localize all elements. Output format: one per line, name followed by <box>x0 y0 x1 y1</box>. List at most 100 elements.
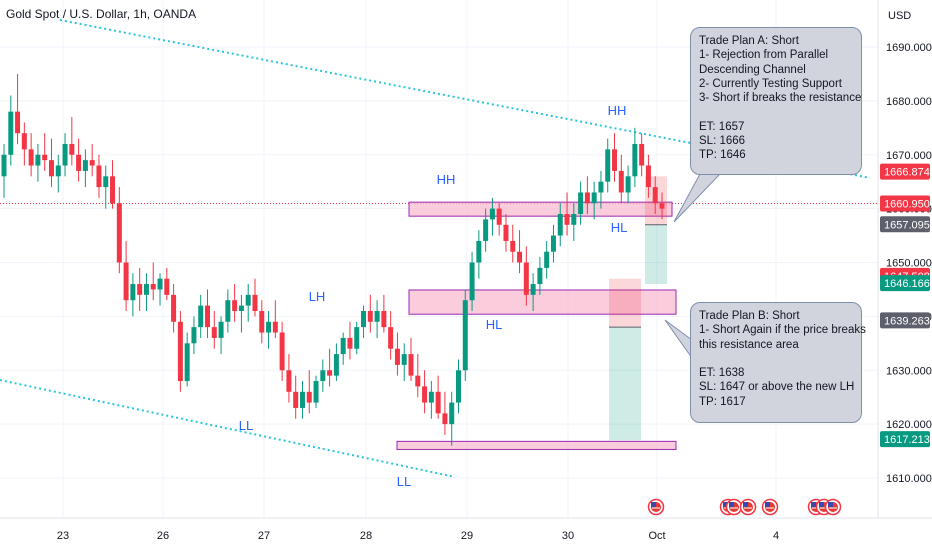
candle-body <box>48 160 54 177</box>
candle-body <box>652 187 658 204</box>
y-tick-label: 1680.000 <box>886 96 932 108</box>
candle-body <box>449 402 455 425</box>
candle-body <box>177 321 183 382</box>
candle-body <box>598 181 604 193</box>
candle-body <box>171 294 177 322</box>
us-event-flag-icon[interactable] <box>761 498 779 516</box>
y-tick-label: 1610.000 <box>886 473 932 485</box>
price-label: 1639.263 <box>884 315 930 327</box>
resistance-zone-middle <box>408 289 677 315</box>
candle-body <box>69 143 75 155</box>
trade-plan-b-line: TP: 1617 <box>699 395 746 408</box>
candle-body <box>639 143 645 166</box>
candle-body <box>435 391 441 414</box>
candle-body <box>340 337 346 355</box>
trade-plan-a-note[interactable]: Trade Plan A: Short 1- Rejection from Par… <box>690 27 862 175</box>
flag-canton <box>765 502 770 507</box>
candle-body <box>381 310 387 328</box>
price-label: 1617.213 <box>884 434 930 446</box>
candle-body <box>578 192 584 215</box>
candle-body <box>550 235 556 252</box>
x-tick-label: 28 <box>360 530 372 542</box>
annotation-ll: LL <box>397 474 411 489</box>
candle-body <box>354 327 360 349</box>
candle-body <box>571 214 577 225</box>
trade-plan-a-line: 1- Rejection from Parallel <box>699 49 829 62</box>
trade-plan-b-line: Trade Plan B: Short <box>699 310 800 322</box>
candle-body <box>517 251 523 263</box>
flag-canton <box>743 502 748 507</box>
candle-body <box>612 149 618 171</box>
candle-body <box>327 370 333 376</box>
candle-body <box>266 321 272 333</box>
us-event-flag-icon[interactable] <box>647 498 665 516</box>
low-line-zone <box>396 440 677 450</box>
candle-body <box>408 354 414 376</box>
candle-body <box>225 300 231 322</box>
candle-body <box>286 370 292 392</box>
candle-body <box>55 165 61 177</box>
trade-plan-b-position-stop-area <box>609 278 641 328</box>
trade-plan-a-line: Descending Channel <box>699 63 806 76</box>
x-tick-label: 29 <box>461 530 473 542</box>
x-tick-label: 30 <box>562 530 574 542</box>
candle-body <box>476 240 482 263</box>
candle-body <box>198 305 204 328</box>
chart-title: Gold Spot / U.S. Dollar, 1h, OANDA <box>6 7 197 21</box>
candle-body <box>625 176 631 193</box>
candle-body <box>8 111 14 155</box>
x-tick-label: 26 <box>157 530 169 542</box>
candle-body <box>394 348 400 365</box>
x-tick-label: Oct <box>648 530 665 542</box>
flag-canton <box>811 502 816 507</box>
candle-body <box>367 310 373 322</box>
price-label: 1666.874 <box>884 167 930 179</box>
price-label: 1660.950 <box>884 199 930 211</box>
candle-body <box>632 143 638 177</box>
trade-plan-a-line: Trade Plan A: Short <box>699 35 799 47</box>
trade-plan-a-line: 3- Short if breaks the resistance <box>699 92 862 105</box>
candle-body <box>347 337 353 349</box>
flag-canton <box>723 502 728 507</box>
candle-body <box>42 154 48 161</box>
candle-body <box>184 343 190 382</box>
candle-body <box>62 143 68 166</box>
candle-body <box>96 165 102 188</box>
candle-body <box>293 391 299 408</box>
candle-body <box>388 327 394 349</box>
trade-plan-b-position-target-area <box>609 327 641 441</box>
price-label: 1646.166 <box>884 278 930 290</box>
trade-plan-b-line: 1- Short Again if the price breaks <box>699 324 866 337</box>
trade-plan-a-position-target-area <box>645 224 667 285</box>
candle-body <box>422 386 428 403</box>
candle-body <box>21 133 27 150</box>
candle-body <box>150 284 156 290</box>
candle-body <box>557 214 563 236</box>
candle-body <box>374 310 380 322</box>
price-label-box <box>880 312 930 329</box>
us-event-flag-icon[interactable] <box>725 498 743 516</box>
annotation-hh: HH <box>608 103 627 118</box>
candle-body <box>191 327 197 344</box>
y-tick-label: 1620.000 <box>886 419 932 431</box>
candle-body <box>279 332 285 371</box>
us-event-flag-icon[interactable] <box>739 498 757 516</box>
candle-body <box>333 354 339 376</box>
candle-body <box>205 305 211 328</box>
candle-body <box>299 391 305 408</box>
currency-label: USD <box>888 10 911 22</box>
candle-body <box>483 219 489 241</box>
trade-plan-a-line: TP: 1646 <box>699 149 746 162</box>
y-tick-label: 1630.000 <box>886 365 932 377</box>
candle-body <box>415 375 421 387</box>
candle-body <box>76 154 82 171</box>
candle-body <box>1 154 7 177</box>
trade-plan-b-note[interactable]: Trade Plan B: Short 1- Short Again if the… <box>690 302 866 423</box>
candle-body <box>442 413 448 425</box>
candle-body <box>496 208 502 225</box>
us-event-flag-icon[interactable] <box>824 498 842 516</box>
candle-body <box>35 154 41 166</box>
trade-plan-a-line <box>699 105 853 119</box>
candle-body <box>272 321 278 333</box>
